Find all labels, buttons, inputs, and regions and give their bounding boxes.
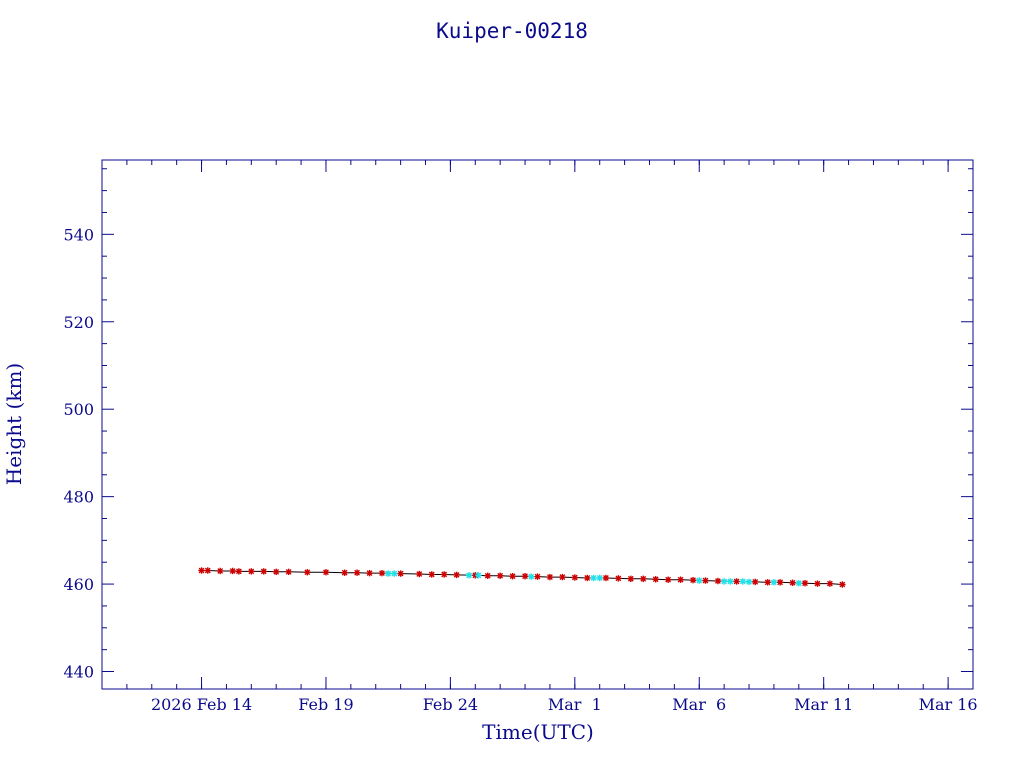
axis-ticks bbox=[102, 160, 973, 689]
data-point bbox=[465, 572, 473, 579]
y-tick-labels: 440 460 480 500 520 540 bbox=[63, 225, 94, 681]
x-tick-label: Feb 24 bbox=[423, 695, 478, 714]
x-tick-label: Mar 1 bbox=[548, 695, 602, 714]
data-point bbox=[664, 576, 672, 583]
data-point bbox=[615, 575, 622, 582]
data-point bbox=[739, 578, 747, 585]
data-point bbox=[745, 578, 753, 586]
y-tick-label: 480 bbox=[63, 488, 94, 507]
data-point bbox=[366, 569, 373, 577]
y-tick-label: 520 bbox=[63, 313, 94, 332]
data-point bbox=[839, 581, 846, 588]
data-point bbox=[602, 574, 610, 582]
data-point bbox=[198, 567, 205, 574]
data-point bbox=[590, 574, 597, 582]
data-point bbox=[353, 569, 361, 576]
data-point bbox=[528, 573, 535, 580]
data-point bbox=[546, 573, 554, 581]
x-tick-labels: 2026 Feb 14 Feb 19 Feb 24 Mar 1 Mar 6 Mar 11 M… bbox=[151, 695, 978, 714]
data-point bbox=[677, 576, 684, 583]
data-point bbox=[304, 569, 311, 576]
data-point bbox=[521, 573, 529, 580]
data-point bbox=[416, 570, 423, 578]
data-point bbox=[509, 573, 516, 580]
x-tick-label: Feb 19 bbox=[298, 695, 353, 714]
data-point bbox=[322, 569, 330, 576]
plot-frame bbox=[101, 159, 974, 690]
data-point bbox=[428, 571, 435, 578]
y-axis-title: Height (km) bbox=[2, 363, 26, 485]
x-tick-label: 2026 Feb 14 bbox=[151, 695, 252, 714]
data-point bbox=[776, 579, 784, 586]
data-point bbox=[397, 570, 404, 577]
data-point bbox=[496, 572, 504, 579]
data-point bbox=[696, 577, 703, 584]
data-point bbox=[285, 568, 292, 576]
data-point bbox=[764, 579, 771, 586]
data-point bbox=[534, 573, 541, 580]
data-point bbox=[559, 573, 566, 581]
chart-title: Kuiper-00218 bbox=[436, 19, 588, 43]
data-point bbox=[484, 572, 491, 579]
data-point bbox=[273, 568, 280, 576]
data-point bbox=[720, 578, 728, 585]
data-point bbox=[217, 567, 224, 575]
data-point bbox=[440, 571, 448, 578]
data-point bbox=[235, 568, 243, 575]
data-point bbox=[826, 580, 834, 587]
data-point bbox=[596, 574, 603, 582]
data-point bbox=[627, 575, 635, 583]
data-point bbox=[229, 567, 236, 575]
data-point bbox=[689, 576, 697, 584]
data-point bbox=[378, 569, 386, 577]
data-point bbox=[260, 568, 267, 575]
data-point bbox=[795, 580, 802, 587]
data-point bbox=[652, 576, 659, 583]
x-axis-title: Time(UTC) bbox=[482, 720, 594, 744]
data-point bbox=[453, 571, 460, 579]
data-point bbox=[341, 569, 348, 576]
data-point bbox=[248, 568, 255, 575]
x-tick-label: Mar 16 bbox=[919, 695, 978, 714]
data-point bbox=[801, 580, 809, 587]
data-points bbox=[198, 567, 846, 588]
x-tick-label: Mar 6 bbox=[672, 695, 726, 714]
data-point bbox=[571, 574, 579, 581]
y-tick-label: 540 bbox=[63, 225, 94, 244]
y-tick-label: 500 bbox=[63, 400, 94, 419]
y-tick-label: 440 bbox=[63, 663, 94, 682]
data-point bbox=[733, 578, 740, 585]
data-point bbox=[814, 580, 821, 587]
data-point bbox=[714, 577, 722, 585]
data-point bbox=[384, 570, 392, 577]
data-point bbox=[584, 574, 591, 582]
data-point bbox=[702, 577, 709, 584]
data-point bbox=[789, 579, 796, 586]
y-tick-label: 460 bbox=[63, 575, 94, 594]
data-point bbox=[475, 572, 482, 579]
data-point bbox=[770, 579, 778, 586]
x-tick-label: Mar 11 bbox=[794, 695, 853, 714]
data-point bbox=[727, 578, 734, 585]
data-point bbox=[640, 575, 647, 583]
data-point bbox=[391, 570, 398, 577]
data-point bbox=[204, 567, 211, 574]
data-point bbox=[752, 578, 759, 586]
